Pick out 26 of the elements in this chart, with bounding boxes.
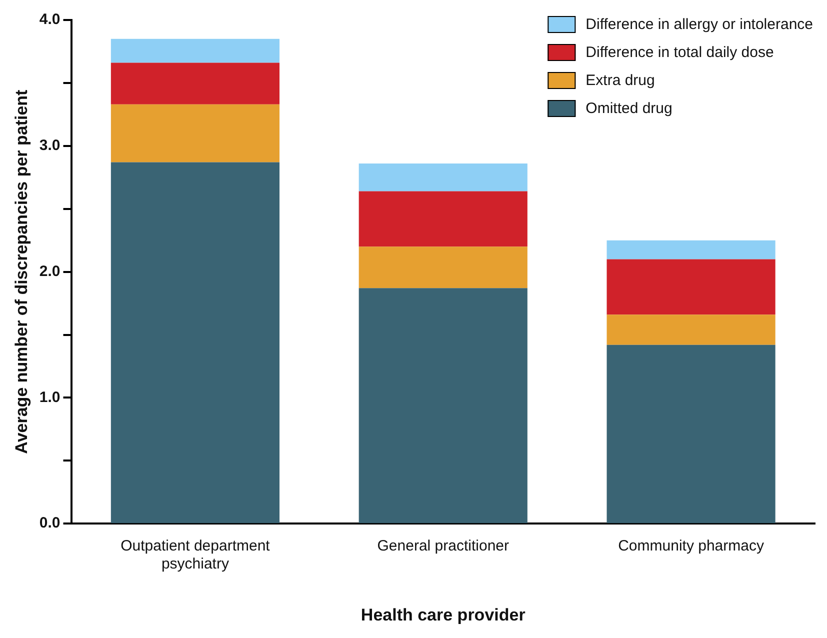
bar	[110, 104, 280, 162]
x-axis-title: Health care provider	[360, 605, 526, 624]
bar	[358, 288, 528, 524]
bar	[110, 38, 280, 63]
legend-label: Difference in allergy or intolerance	[586, 16, 813, 34]
legend-label: Difference in total daily dose	[586, 44, 774, 62]
bar	[110, 162, 280, 524]
y-tick-label: 3.0	[39, 137, 60, 154]
x-tick-label: Community pharmacy	[618, 538, 764, 555]
y-tick-label: 4.0	[39, 11, 60, 28]
x-tick-label: Outpatient department psychiatry	[120, 538, 271, 573]
y-tick-label: 0.0	[39, 514, 60, 532]
bar	[606, 259, 776, 315]
y-axis-title: Average number of discrepancies per patient	[12, 89, 31, 454]
bar	[358, 246, 528, 288]
y-tick-label: 2.0	[39, 262, 60, 280]
y-tick-label: 1.0	[39, 388, 60, 406]
legend-label: Extra drug	[586, 72, 655, 90]
legend-label: Omitted drug	[586, 100, 672, 118]
bar	[606, 344, 776, 524]
bar	[110, 62, 280, 104]
bar	[358, 164, 528, 192]
bar	[606, 240, 776, 260]
bar	[606, 314, 776, 345]
x-tick-label: General practitioner	[377, 538, 509, 555]
bar	[358, 191, 528, 247]
